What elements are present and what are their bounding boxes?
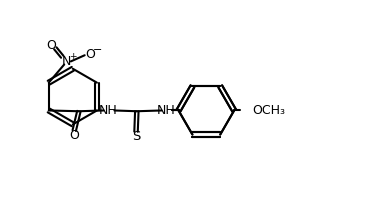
Text: N: N bbox=[61, 55, 71, 68]
Text: −: − bbox=[92, 45, 102, 55]
Text: O: O bbox=[47, 39, 56, 52]
Text: OCH₃: OCH₃ bbox=[252, 104, 285, 117]
Text: NH: NH bbox=[99, 104, 118, 117]
Text: NH: NH bbox=[157, 104, 176, 117]
Text: O: O bbox=[69, 129, 79, 142]
Text: +: + bbox=[69, 52, 77, 61]
Text: S: S bbox=[132, 130, 140, 143]
Text: O: O bbox=[85, 48, 95, 61]
